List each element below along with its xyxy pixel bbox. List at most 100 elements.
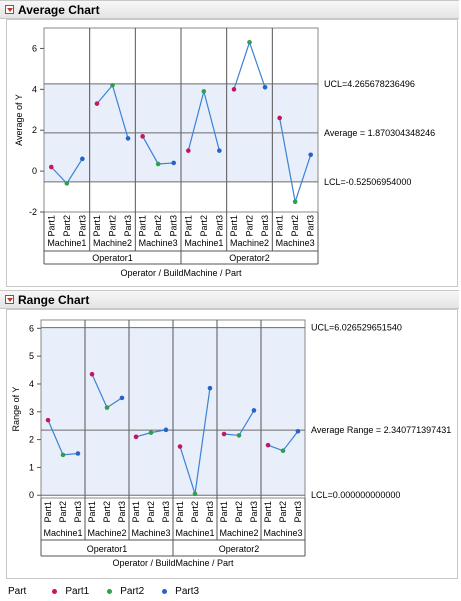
data-point-part3 xyxy=(80,156,85,162)
legend-label-part1: Part1 xyxy=(65,585,90,597)
part-tick-label: Part1 xyxy=(219,501,229,523)
machine-label: Machine2 xyxy=(230,238,269,248)
data-point-part1 xyxy=(94,101,100,106)
y-tick-label: 6 xyxy=(32,43,37,53)
data-point-part1 xyxy=(221,431,227,437)
part-tick-label: Part1 xyxy=(275,215,285,237)
average-chart-frame xyxy=(6,19,458,287)
machine-label: Machine2 xyxy=(219,528,258,538)
data-point-part1 xyxy=(140,134,145,139)
machine-label: Machine3 xyxy=(139,238,178,248)
part-tick-label: Part3 xyxy=(205,501,215,523)
average-chart-header[interactable]: Average Chart xyxy=(0,0,459,19)
part-tick-label: Part3 xyxy=(73,501,83,523)
data-point-part3 xyxy=(262,84,268,90)
part-tick-label: Part1 xyxy=(138,215,148,237)
machine-label: Machine1 xyxy=(43,528,82,538)
ucl-label: UCL=6.026529651540 xyxy=(311,323,402,333)
part-tick-label: Part2 xyxy=(290,215,300,237)
data-point-part3 xyxy=(207,385,213,391)
data-point-part1 xyxy=(133,434,139,440)
y-tick-label: 0 xyxy=(32,166,37,176)
y-tick-label: 4 xyxy=(29,379,34,389)
y-tick-label: 3 xyxy=(29,407,34,417)
part-tick-label: Part2 xyxy=(146,501,156,523)
data-point-part1 xyxy=(45,417,51,423)
legend: Part Part1 Part2 Part3 xyxy=(8,584,217,598)
part-tick-label: Part3 xyxy=(169,215,179,237)
y-tick-label: 5 xyxy=(29,351,34,361)
part-tick-label: Part2 xyxy=(199,215,209,237)
center-label: Average = 1.870304348246 xyxy=(324,128,435,138)
part-tick-label: Part3 xyxy=(77,215,87,237)
legend-label-part3: Part3 xyxy=(175,585,200,597)
data-point-part3 xyxy=(217,148,222,153)
y-tick-label: 2 xyxy=(29,435,34,445)
machine-label: Machine3 xyxy=(276,238,315,248)
machine-label: Machine1 xyxy=(47,238,86,248)
data-point-part2 xyxy=(104,405,110,410)
operator-label: Operator2 xyxy=(229,253,270,263)
data-point-part2 xyxy=(148,430,154,435)
part-tick-label: Part3 xyxy=(249,501,259,523)
legend-item-part1[interactable]: Part1 xyxy=(52,586,89,597)
data-point-part1 xyxy=(49,164,54,170)
data-point-part1 xyxy=(177,444,183,449)
average-chart: UCL=4.265678236496 Average = 1.8703043482… xyxy=(14,27,435,278)
y-axis-label: Average of Y xyxy=(14,94,24,146)
part-tick-label: Part1 xyxy=(131,501,141,523)
data-point-part1 xyxy=(89,371,95,377)
data-point-part2 xyxy=(247,40,252,45)
y-tick-label: 2 xyxy=(32,125,37,135)
data-point-part3 xyxy=(171,160,176,166)
y-tick-label: 0 xyxy=(29,490,34,500)
data-point-part2 xyxy=(236,433,242,438)
data-point-part2 xyxy=(64,181,70,186)
machine-label: Machine2 xyxy=(93,238,132,248)
part-tick-label: Part3 xyxy=(161,501,171,523)
legend-item-part2[interactable]: Part2 xyxy=(107,586,144,597)
y-tick-label: 6 xyxy=(29,323,34,333)
part-tick-label: Part1 xyxy=(92,215,102,237)
data-point-part2 xyxy=(280,448,286,454)
data-point-part3 xyxy=(125,136,131,141)
part-tick-label: Part2 xyxy=(58,501,68,523)
part-tick-label: Part2 xyxy=(62,215,72,237)
operator-label: Operator1 xyxy=(87,544,128,554)
legend-title: Part xyxy=(8,585,27,597)
center-label: Average Range = 2.340771397431 xyxy=(311,425,451,435)
part-tick-label: Part1 xyxy=(183,215,193,237)
part-tick-label: Part1 xyxy=(46,215,56,237)
lcl-label: LCL=0.000000000000 xyxy=(311,490,400,500)
part-tick-label: Part2 xyxy=(190,501,200,523)
part-tick-label: Part2 xyxy=(108,215,118,237)
part-tick-label: Part3 xyxy=(293,501,303,523)
disclosure-menu-icon[interactable] xyxy=(5,295,14,304)
data-point-part2 xyxy=(192,491,198,497)
lcl-label: LCL=-0.52506954000 xyxy=(324,177,411,187)
y-tick-label: -2 xyxy=(29,207,37,217)
machine-label: Machine1 xyxy=(184,238,223,248)
operator-label: Operator2 xyxy=(219,544,260,554)
part-tick-label: Part1 xyxy=(263,501,273,523)
part-tick-label: Part3 xyxy=(214,215,224,237)
data-point-part1 xyxy=(231,87,237,92)
range-chart-header[interactable]: Range Chart xyxy=(0,290,459,309)
part-tick-label: Part3 xyxy=(123,215,133,237)
machine-label: Machine1 xyxy=(175,528,214,538)
part-tick-label: Part2 xyxy=(245,215,255,237)
legend-item-part3[interactable]: Part3 xyxy=(162,586,199,597)
x-axis-label: Operator / BuildMachine / Part xyxy=(120,268,242,278)
average-chart-title: Average Chart xyxy=(18,2,100,17)
machine-label: Machine3 xyxy=(131,528,170,538)
data-point-part1 xyxy=(277,115,282,121)
operator-label: Operator1 xyxy=(92,253,133,263)
part-tick-label: Part1 xyxy=(175,501,185,523)
machine-label: Machine2 xyxy=(87,528,126,538)
data-point-part3 xyxy=(251,408,257,413)
range-chart-title: Range Chart xyxy=(18,292,90,307)
disclosure-menu-icon[interactable] xyxy=(5,5,14,14)
part-tick-label: Part2 xyxy=(234,501,244,523)
part-tick-label: Part3 xyxy=(117,501,127,523)
